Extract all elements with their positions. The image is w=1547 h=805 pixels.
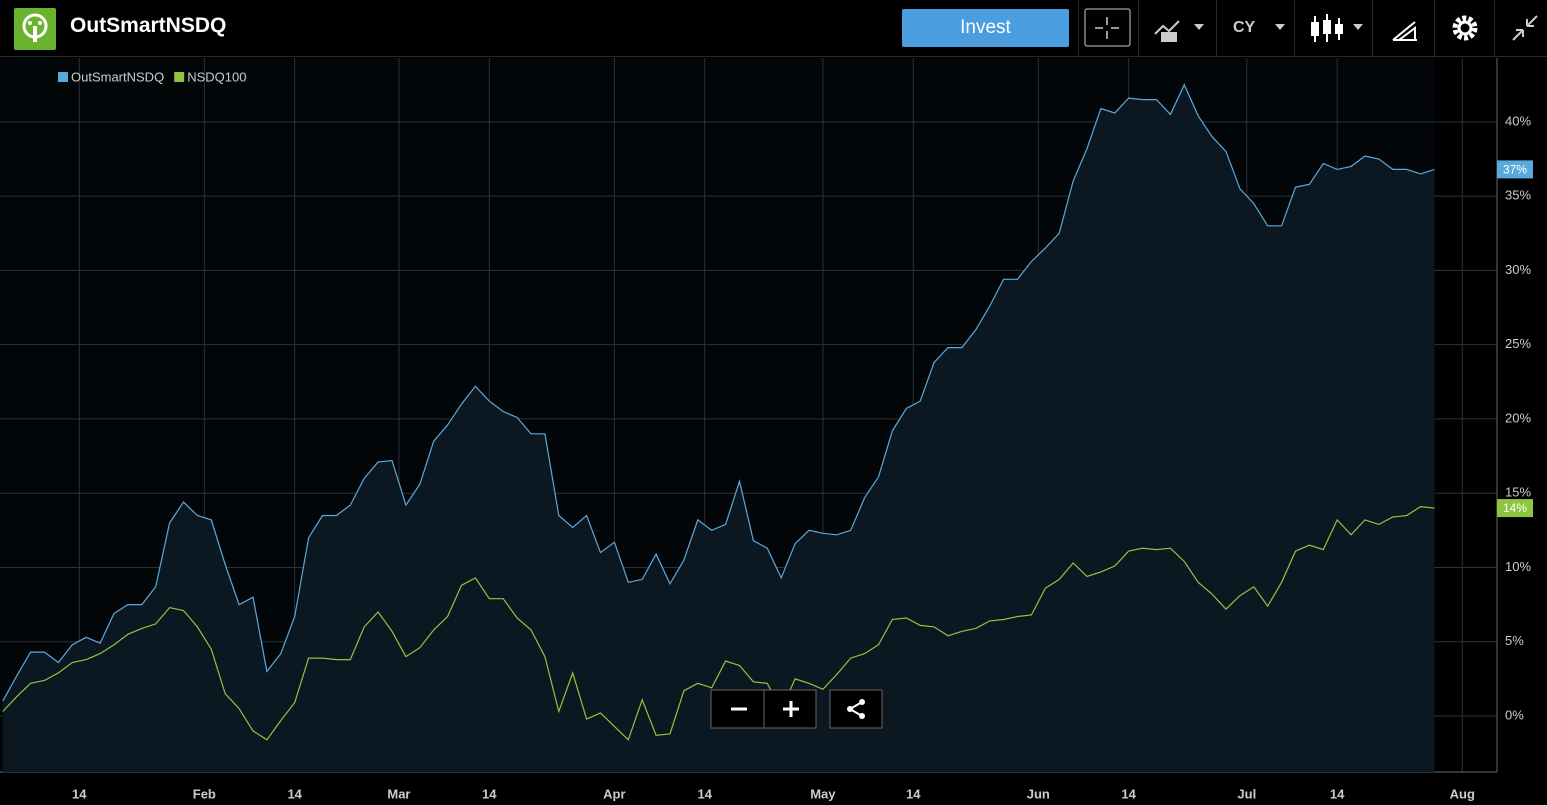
x-tick-label: 14	[1330, 786, 1345, 801]
draw-tool[interactable]	[1372, 0, 1435, 56]
x-tick-label: Apr	[603, 786, 625, 801]
area	[2, 84, 1435, 772]
legend-swatch	[58, 72, 68, 82]
candle-tool[interactable]	[1294, 0, 1373, 56]
x-tick-label: Jun	[1027, 786, 1050, 801]
header: OutSmartNSDQ Invest CY	[0, 0, 1547, 57]
y-tick-label: 0%	[1505, 707, 1524, 722]
end-badge	[1497, 499, 1533, 518]
invest-button[interactable]: Invest	[902, 9, 1069, 47]
zoom-in[interactable]	[783, 701, 799, 717]
y-tick-label: 10%	[1505, 559, 1531, 574]
x-tick-label: Jul	[1237, 786, 1256, 801]
x-tick-label: Feb	[193, 786, 216, 801]
series-line	[2, 505, 1435, 741]
app-title: OutSmartNSDQ	[70, 14, 227, 37]
settings-tool[interactable]	[1434, 0, 1495, 56]
legend-label: NSDQ100	[187, 69, 246, 84]
x-tick-label: 14	[287, 786, 302, 801]
legend-swatch	[174, 72, 185, 82]
x-tick-label: 14	[482, 786, 497, 801]
y-tick-label: 35%	[1505, 188, 1531, 203]
y-tick-label: 40%	[1505, 113, 1531, 128]
x-tick-label: 14	[72, 786, 87, 801]
x-tick-label: Aug	[1450, 786, 1475, 801]
y-tick-label: 30%	[1505, 262, 1531, 277]
end-badge	[1497, 160, 1533, 179]
chart-type-tool[interactable]	[1138, 0, 1217, 56]
x-tick-label: 14	[906, 786, 921, 801]
collapse-tool[interactable]	[1494, 0, 1547, 56]
x-tick-label: Mar	[387, 786, 410, 801]
logo[interactable]	[14, 8, 56, 50]
crosshair-tool[interactable]	[1078, 0, 1139, 56]
legend-label: OutSmartNSDQ	[71, 69, 164, 84]
share-icon	[847, 699, 865, 719]
x-tick-label: 14	[1121, 786, 1136, 801]
period-selector[interactable]: CY	[1233, 19, 1256, 36]
end-label: 37%	[1503, 163, 1527, 177]
zoom-controls	[710, 689, 883, 729]
x-tick-label: May	[810, 786, 836, 801]
x-tick-label: 14	[697, 786, 712, 801]
end-label: 14%	[1503, 501, 1527, 515]
y-tick-label: 20%	[1505, 410, 1531, 425]
logo-icon	[22, 13, 48, 42]
y-tick-label: 5%	[1505, 633, 1524, 648]
y-tick-label: 25%	[1505, 336, 1531, 351]
period-tool[interactable]	[1216, 0, 1295, 56]
y-tick-label: 15%	[1505, 485, 1531, 500]
share-box[interactable]	[829, 689, 883, 729]
series-line	[2, 83, 1435, 702]
